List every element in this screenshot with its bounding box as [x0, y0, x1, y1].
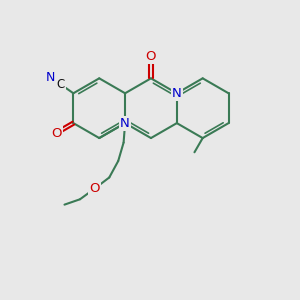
Text: N: N [120, 117, 130, 130]
Text: O: O [89, 182, 100, 195]
Text: O: O [146, 50, 156, 63]
Text: N: N [172, 87, 182, 100]
Text: O: O [52, 127, 62, 140]
Text: N: N [46, 71, 55, 84]
Text: C: C [56, 78, 65, 91]
